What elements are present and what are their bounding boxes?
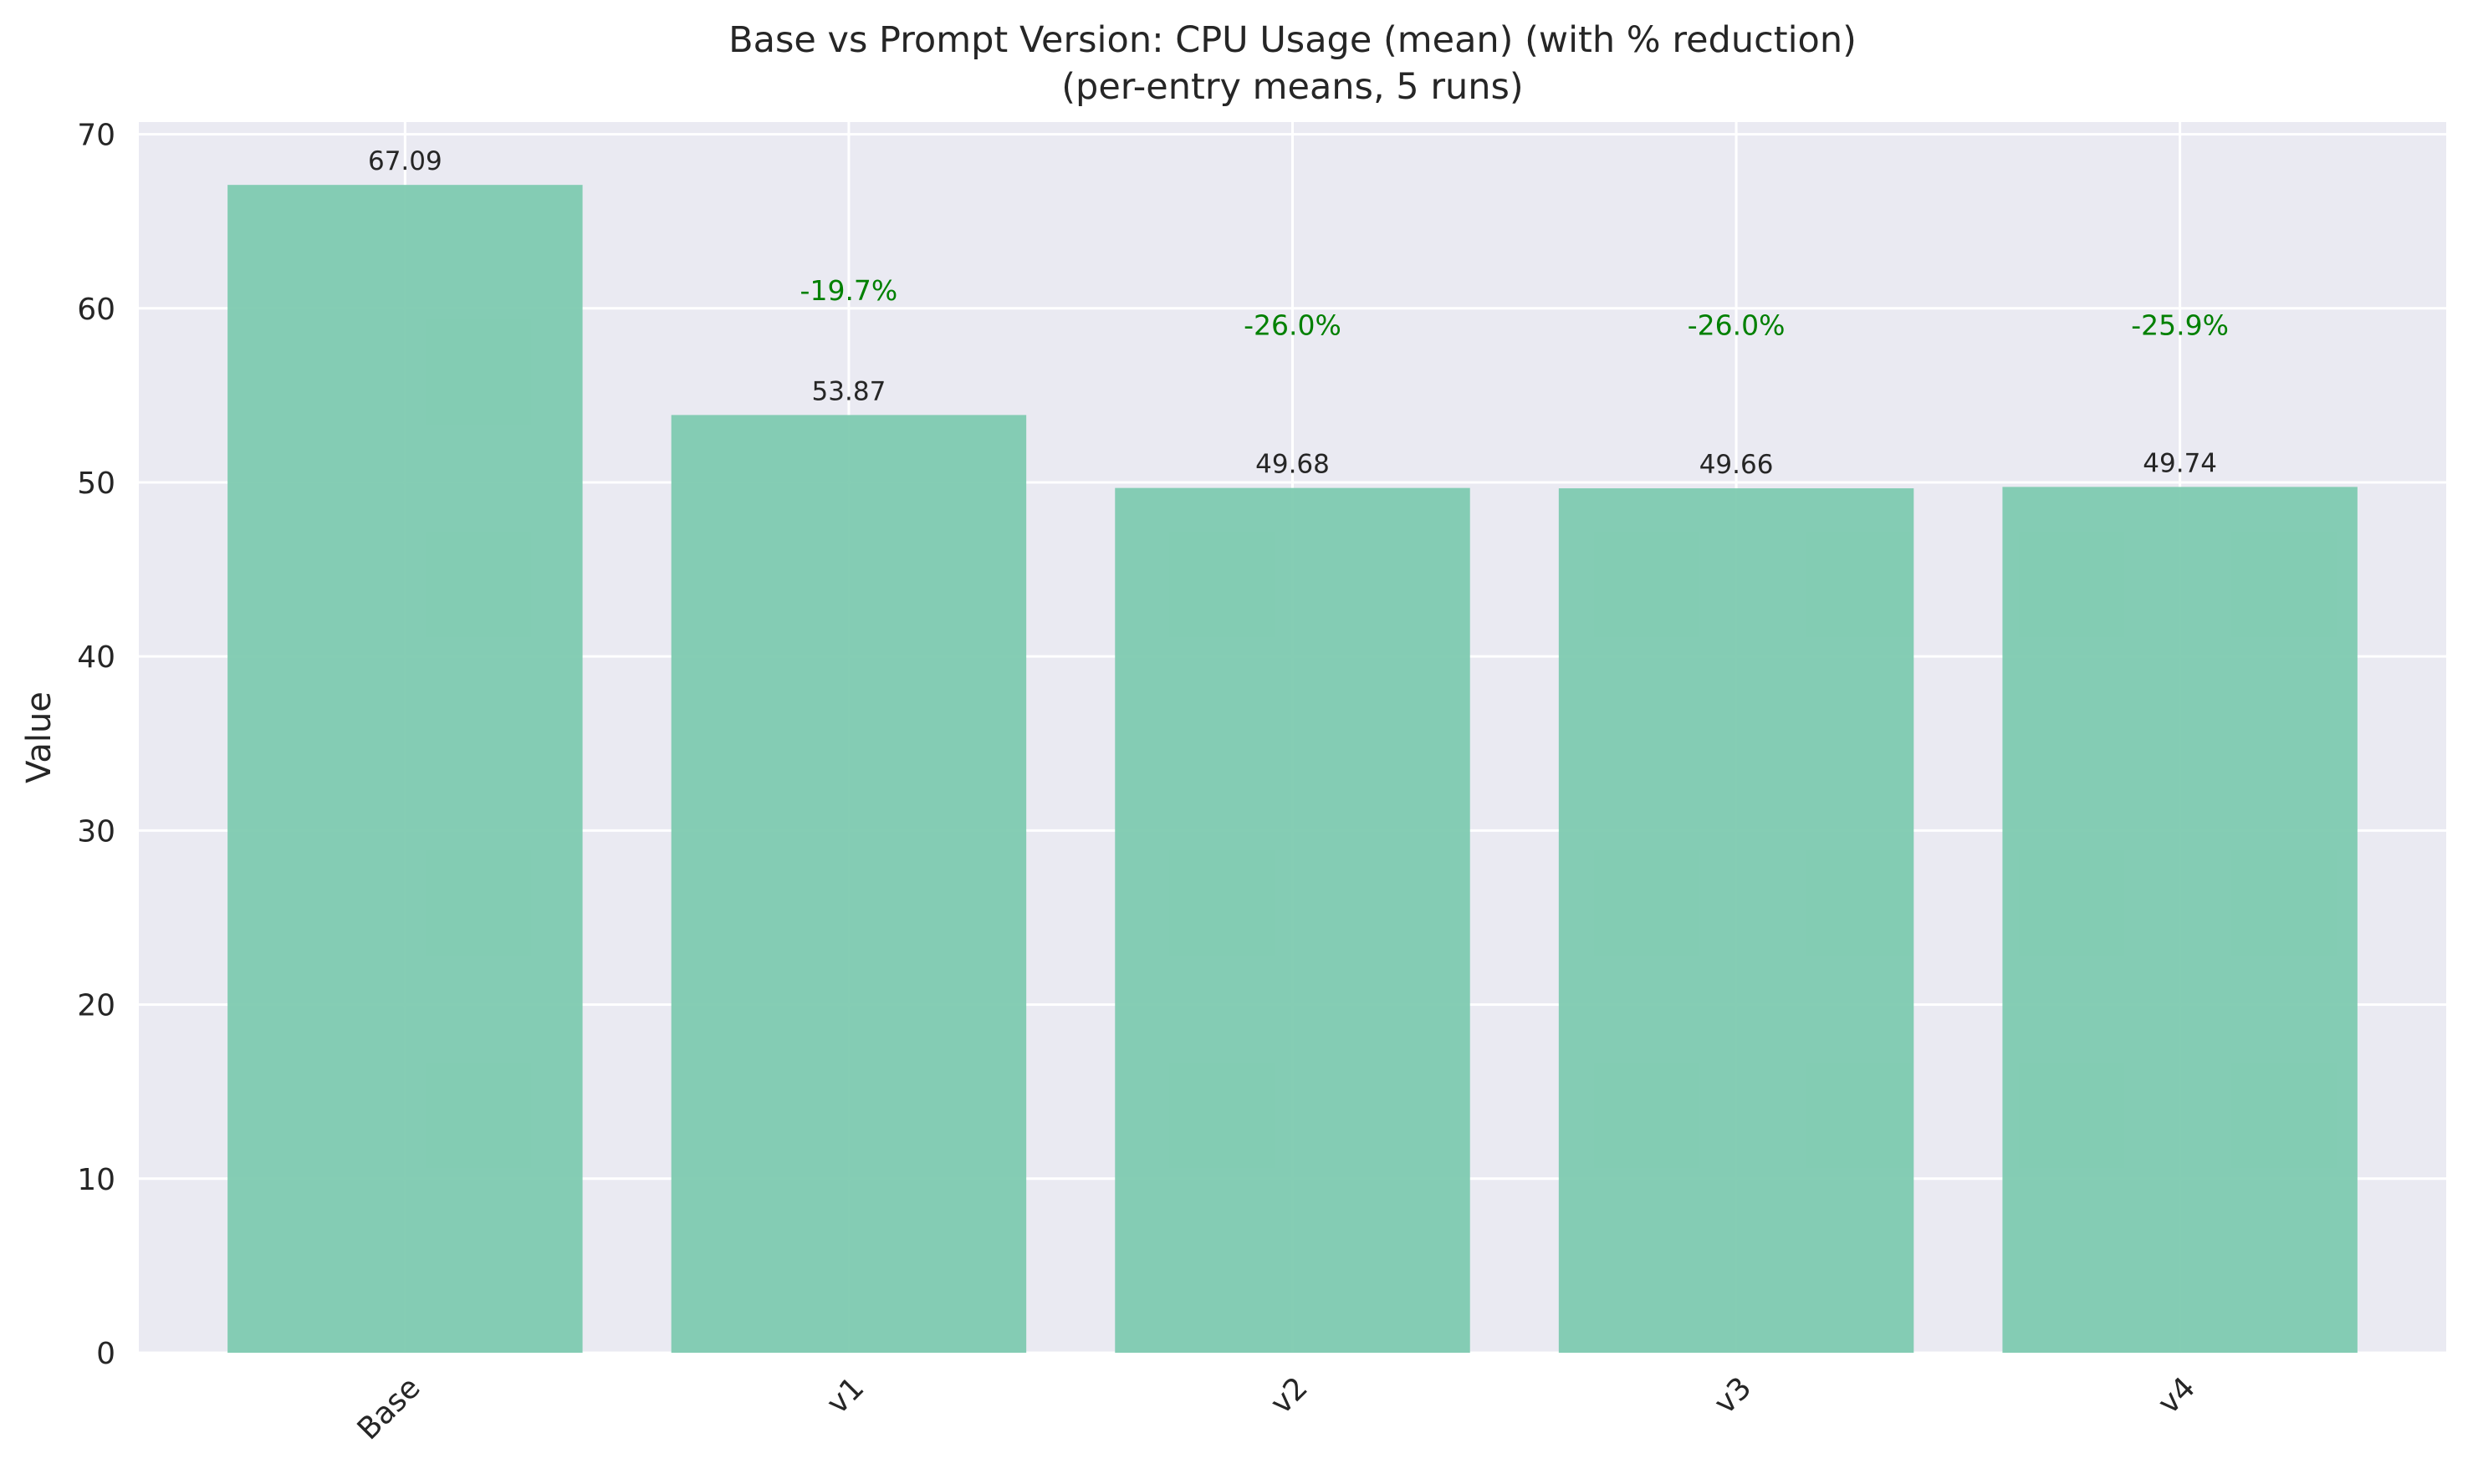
data-labels: 67.09 53.87 49.68 49.66 49.74 -19.7% -26.0% -26… (368, 146, 2229, 480)
y-tick-label: 70 (77, 119, 115, 153)
y-tick-label: 0 (96, 1337, 115, 1371)
chart-title: Base vs Prompt Version: CPU Usage (mean)… (728, 19, 1857, 61)
value-label: 49.74 (2143, 448, 2217, 478)
value-label: 67.09 (368, 146, 442, 176)
bar-v4 (2002, 487, 2358, 1353)
y-axis-label: Value (20, 691, 59, 783)
y-tick-label: 60 (77, 293, 115, 327)
y-tick-label: 30 (77, 814, 115, 849)
reduction-label: -19.7% (800, 274, 898, 307)
bars (227, 185, 2358, 1354)
y-tick-label: 20 (77, 989, 115, 1023)
bar-base (227, 185, 583, 1354)
y-tick-label: 50 (77, 467, 115, 501)
y-tick-label: 40 (77, 640, 115, 675)
bar-v1 (671, 415, 1027, 1354)
bar-v3 (1558, 488, 1914, 1353)
value-label: 49.68 (1255, 450, 1330, 480)
reduction-label: -26.0% (1688, 309, 1786, 342)
y-tick-label: 10 (77, 1163, 115, 1197)
bar-v2 (1115, 487, 1470, 1354)
value-label: 53.87 (812, 376, 886, 406)
reduction-label: -25.9% (2131, 309, 2229, 342)
reduction-label: -26.0% (1244, 309, 1341, 342)
chart-subtitle: (per-entry means, 5 runs) (1061, 66, 1523, 108)
value-label: 49.66 (1699, 450, 1774, 480)
